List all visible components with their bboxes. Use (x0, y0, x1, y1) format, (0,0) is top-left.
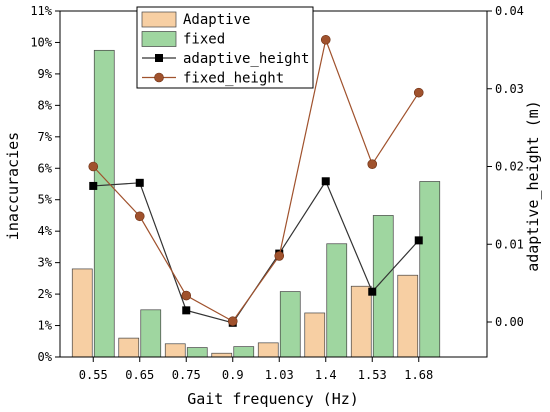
y-left-tick-label-3: 3% (38, 256, 53, 270)
marker-fixed_height-0 (88, 161, 99, 172)
y-left-tick-label-7: 7% (38, 130, 53, 144)
bar-adaptive-4 (257, 342, 279, 358)
legend-label-fixed: fixed (183, 32, 225, 48)
marker-fixed_height-7 (413, 87, 424, 98)
bar-adaptive-1 (118, 337, 140, 358)
y-left-tick-label-9: 9% (38, 67, 53, 81)
lines-layer (88, 34, 424, 327)
legend-marker-fixed_height (154, 72, 164, 83)
y-right-tick-label-4: 0.04 (495, 4, 524, 18)
bar-adaptive-7 (397, 274, 419, 358)
legend: Adaptive fixed adaptive_height fixed_height (136, 6, 314, 89)
bar-fixed-4 (279, 291, 301, 358)
bar-fixed-3 (233, 346, 255, 358)
marker-adaptive_height-7 (414, 236, 423, 245)
x-tick-label-7: 1.68 (404, 368, 433, 382)
y-axis-title-left: inaccuracies (4, 132, 22, 240)
y-right-tick-label-1: 0.01 (495, 237, 524, 251)
marker-adaptive_height-5 (321, 177, 330, 186)
line-fixed_height (92, 37, 420, 323)
axes-layer: 0% 1% 2% 3% 4% 5% 6% 7% 8% 9% 10% 11% 0.00 0.01 0.02 0.… (30, 4, 524, 382)
x-tick-label-1: 0.65 (125, 368, 154, 382)
marker-adaptive_height-6 (368, 287, 377, 296)
bar-adaptive-3 (211, 352, 233, 358)
bar-adaptive-5 (304, 312, 326, 358)
y-left-tick-label-10: 10% (30, 35, 52, 49)
bar-adaptive-2 (164, 343, 186, 358)
x-tick-label-0: 0.55 (79, 368, 108, 382)
x-tick-label-3: 0.9 (222, 368, 244, 382)
y-right-tick-label-3: 0.03 (495, 82, 524, 96)
y-right-tick-label-2: 0.02 (495, 160, 524, 174)
marker-adaptive_height-1 (135, 178, 144, 187)
y-left-tick-label-1: 1% (38, 319, 53, 333)
y-axis-title-right: adaptive_height (m) (524, 100, 542, 272)
y-left-tick-label-6: 6% (38, 161, 53, 175)
y-left-tick-label-4: 4% (38, 224, 53, 238)
marker-fixed_height-4 (274, 251, 285, 261)
bar-fixed-7 (419, 181, 441, 358)
legend-marker-adaptive_height (155, 54, 163, 62)
x-tick-label-5: 1.4 (315, 368, 337, 382)
marker-fixed_height-1 (134, 211, 145, 222)
marker-adaptive_height-2 (182, 306, 191, 315)
legend-swatch-adaptive (141, 11, 177, 28)
marker-fixed_height-6 (367, 159, 378, 169)
x-tick-label-2: 0.75 (172, 368, 201, 382)
legend-label-fixed_height: fixed_height (183, 71, 284, 87)
y-left-tick-label-5: 5% (38, 193, 53, 207)
bar-fixed-2 (186, 347, 208, 358)
marker-fixed_height-5 (320, 34, 331, 45)
x-tick-label-6: 1.53 (358, 368, 387, 382)
y-left-tick-label-8: 8% (38, 98, 53, 112)
legend-swatch-fixed (141, 31, 177, 47)
bar-fixed-5 (326, 243, 348, 358)
bar-fixed-0 (93, 49, 115, 358)
marker-fixed_height-2 (181, 290, 192, 301)
y-left-tick-label-2: 2% (38, 287, 53, 301)
legend-label-adaptive_height: adaptive_height (183, 51, 309, 67)
bar-adaptive-6 (350, 285, 372, 358)
y-right-tick-label-0: 0.00 (495, 315, 524, 329)
x-tick-label-4: 1.03 (265, 368, 294, 382)
bars-layer (71, 49, 441, 358)
marker-fixed_height-3 (227, 316, 238, 327)
legend-label-adaptive: Adaptive (183, 12, 250, 28)
y-left-tick-label-0: 0% (38, 350, 53, 364)
bar-adaptive-0 (71, 268, 93, 358)
marker-adaptive_height-0 (89, 181, 98, 190)
x-axis-title: Gait frequency (Hz) (187, 390, 359, 408)
y-left-tick-label-11: 11% (30, 4, 52, 18)
bar-fixed-6 (372, 215, 394, 358)
bar-fixed-1 (140, 309, 162, 358)
